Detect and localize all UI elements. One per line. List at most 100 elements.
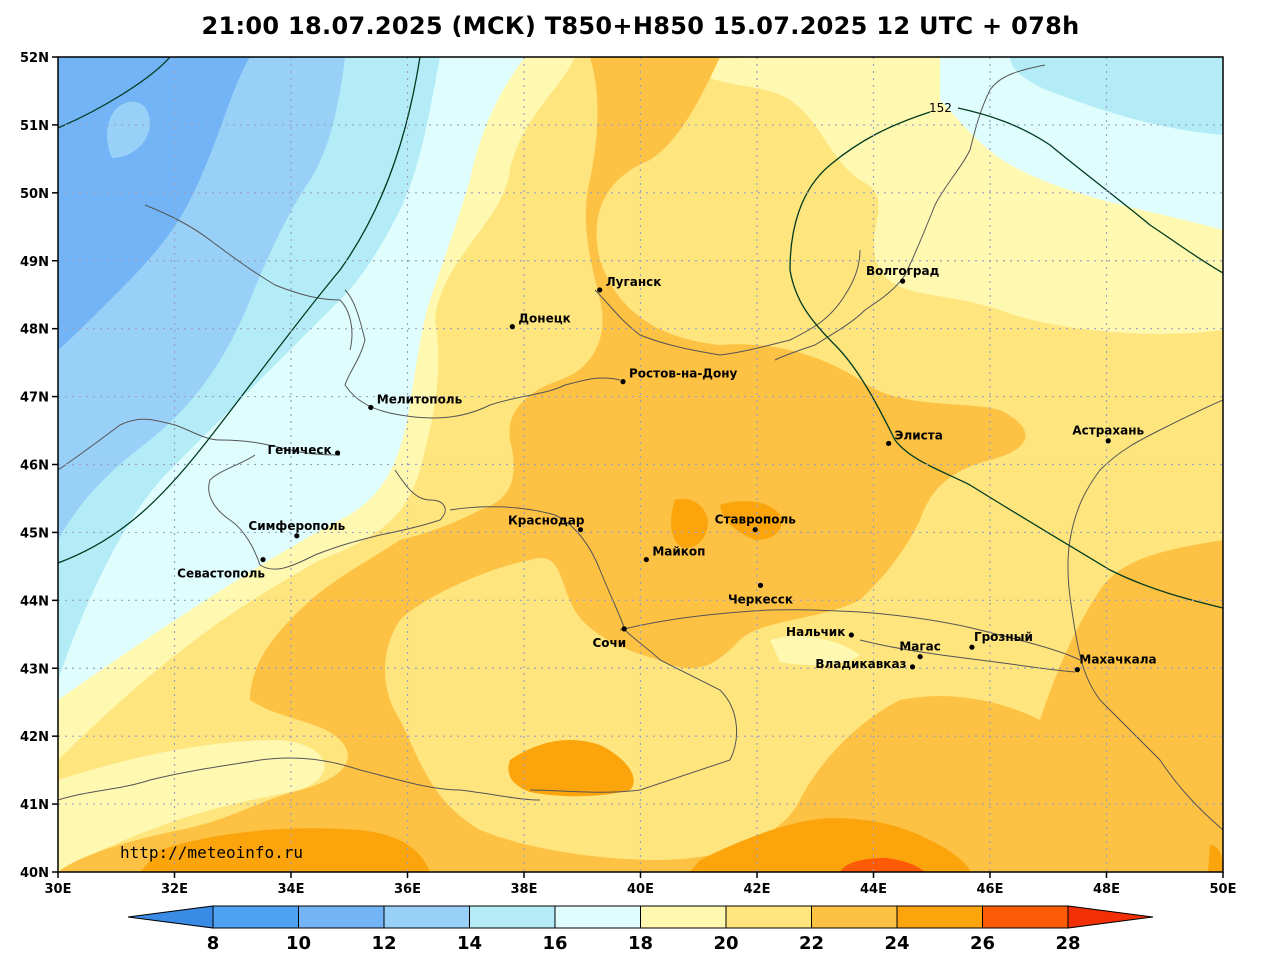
city: Геническ (267, 443, 341, 457)
x-tick-label: 38E (511, 882, 538, 897)
x-tick-label: 34E (278, 882, 305, 897)
city: Ростов-на-Дону (620, 367, 738, 385)
x-tick-label: 30E (45, 882, 72, 897)
temp-zone-24-26-a (508, 740, 634, 797)
city: Краснодар (508, 514, 585, 533)
dnieper-river (144, 204, 353, 351)
colorbar-tick-label: 14 (457, 933, 482, 954)
city: Ставрополь (715, 513, 797, 533)
y-tick-label: 41N (20, 798, 49, 813)
city-dot (509, 324, 515, 330)
city-dot (848, 632, 854, 638)
turkey-coast (58, 757, 541, 801)
x-tick-label: 42E (744, 882, 771, 897)
city: Сочи (592, 626, 627, 650)
azov-sea-coast (344, 289, 621, 419)
contour-east (789, 111, 1223, 609)
city-dot (621, 626, 627, 632)
city-label: Нальчик (786, 625, 845, 639)
credit-url: http://meteoinfo.ru (120, 843, 303, 862)
colorbar-tick-label: 28 (1055, 933, 1080, 954)
y-tick-label: 42N (20, 730, 49, 745)
city-label: Астрахань (1072, 424, 1144, 438)
colorbar-high-arrow (1067, 905, 1154, 929)
temp-zone-24-26-c (671, 498, 708, 548)
x-tick-label: 32E (161, 882, 188, 897)
colorbar-tick-label: 10 (286, 933, 311, 954)
map-title: 21:00 18.07.2025 (МСК) T850+H850 15.07.2… (201, 12, 1080, 40)
colorbar-swatch (212, 905, 299, 929)
contour-mid (58, 57, 421, 564)
graticule (58, 57, 1223, 872)
temp-zone-12-14-patch (106, 101, 150, 158)
city-label: Мелитополь (377, 392, 463, 406)
city-label: Ставрополь (715, 513, 797, 527)
colorbar-tick-label: 20 (713, 933, 738, 954)
temp-zone-24-26-b (690, 818, 970, 872)
colorbar-swatch (383, 905, 470, 929)
colorbar-tick-label: 8 (207, 933, 220, 954)
city-label: Волгоград (866, 264, 940, 278)
city-dot (643, 556, 649, 563)
city-dot (969, 644, 975, 650)
city-label: Геническ (267, 443, 331, 457)
contour-label-152: 152 (929, 101, 952, 115)
city: Донецк (509, 312, 571, 330)
city: Волгоград (866, 264, 940, 284)
colorbar-swatch (554, 905, 641, 929)
black-sea-north-coast (58, 418, 341, 471)
colorbar-swatch (469, 905, 556, 929)
x-tick-label: 40E (627, 882, 654, 897)
y-tick-label: 43N (20, 662, 49, 677)
colorbar-tick-label: 12 (371, 933, 396, 954)
geopotential-contours (58, 57, 1223, 609)
temp-zone-24-26-f (1208, 845, 1223, 872)
city-dot (335, 450, 341, 456)
contour-ne (957, 107, 1223, 274)
city-dot (757, 582, 764, 588)
city-label: Владикавказ (815, 657, 906, 671)
crimea-coast (208, 454, 446, 570)
city-dot (752, 527, 758, 533)
x-tick-label: 46E (977, 882, 1004, 897)
city-markers: Луганск Донецк Волгоград Ростов-на-Дону Мели… (177, 264, 1157, 673)
colorbar-swatch (811, 905, 898, 929)
y-tick-label: 47N (20, 391, 49, 406)
city-dot (597, 287, 603, 293)
caucasus-coast (449, 506, 738, 793)
city-dot (1105, 438, 1111, 444)
y-tick-label: 44N (20, 594, 49, 609)
temp-zone-14-16-ne (1010, 57, 1223, 135)
city-label: Черкесск (728, 592, 793, 606)
x-axis-labels: 30E 32E 34E 36E 38E 40E 42E 44E 46E 48E 50E (45, 882, 1237, 897)
city-dot (368, 404, 374, 411)
colorbar: 8 10 12 14 16 18 20 22 24 26 28 (127, 905, 1154, 954)
city-dot (294, 533, 300, 539)
city-dot (886, 440, 892, 447)
terek-river (859, 639, 1076, 673)
temp-zone-24-26-d (720, 501, 782, 540)
y-tick-label: 52N (20, 51, 49, 66)
city-label: Симферополь (248, 519, 345, 533)
city-dot (917, 654, 923, 660)
colorbar-tick-label: 24 (884, 933, 909, 954)
axis-ticks (52, 56, 1224, 878)
city-label: Элиста (895, 428, 943, 442)
colorbar-tick-label: 26 (970, 933, 995, 954)
colorbar-tick-label: 16 (542, 933, 567, 954)
temp-zone-10-12 (58, 57, 250, 350)
temp-zone-18-20-south (58, 740, 325, 872)
city-label: Магас (899, 640, 941, 654)
x-tick-label: 36E (394, 882, 421, 897)
volga-river (774, 64, 1046, 361)
city: Астрахань (1072, 424, 1145, 444)
city: Элиста (886, 428, 943, 447)
y-tick-label: 50N (20, 187, 49, 202)
city-label: Майкоп (652, 545, 705, 559)
coastlines (58, 64, 1223, 831)
city-label: Грозный (974, 630, 1033, 644)
colorbar-swatch (896, 905, 983, 929)
colorbar-swatch (640, 905, 727, 929)
city: Луганск (597, 275, 661, 293)
